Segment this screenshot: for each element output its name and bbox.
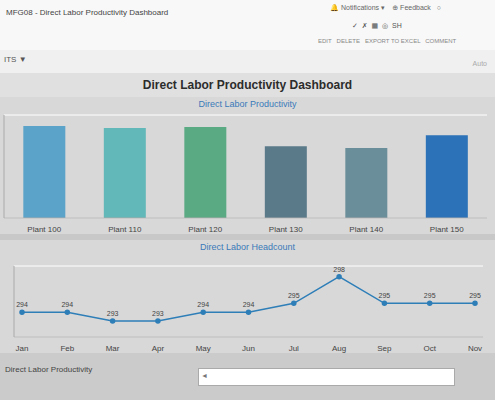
svg-text:295: 295	[379, 292, 391, 299]
svg-text:Jun: Jun	[242, 344, 255, 353]
svg-text:Jan: Jan	[16, 344, 29, 353]
html-text:Direct Labor Productivity: Direct Labor Productivity	[198, 99, 297, 109]
html-text:MFG08 - Direct Labor Productiv: MFG08 - Direct Labor Productivity Dashbo…	[6, 8, 169, 17]
svg-text:298: 298	[333, 266, 345, 273]
html-text:Direct Labor Productivity: Direct Labor Productivity	[5, 365, 93, 374]
svg-text:Nov: Nov	[468, 344, 482, 353]
svg-text:Plant 110: Plant 110	[108, 225, 142, 234]
svg-text:May: May	[196, 344, 211, 353]
svg-text:294: 294	[16, 301, 28, 308]
svg-text:294: 294	[197, 301, 209, 308]
svg-text:Plant 100: Plant 100	[27, 225, 61, 234]
svg-text:Apr: Apr	[152, 344, 165, 353]
svg-text:Sep: Sep	[377, 344, 392, 353]
svg-text:Aug: Aug	[332, 344, 346, 353]
svg-text:Jul: Jul	[289, 344, 299, 353]
svg-text:Feb: Feb	[60, 344, 74, 353]
svg-text:Oct: Oct	[423, 344, 436, 353]
html-text:✓ ✗ ▦ ◎ SH: ✓ ✗ ▦ ◎ SH	[352, 22, 402, 29]
html-text:EDIT DELETE EXPORT TO EXCEL CO: EDIT DELETE EXPORT TO EXCEL COMMENT	[318, 38, 457, 44]
svg-text:Mar: Mar	[106, 344, 120, 353]
svg-text:Plant 120: Plant 120	[188, 225, 222, 234]
svg-text:295: 295	[424, 292, 436, 299]
svg-text:293: 293	[107, 310, 119, 317]
html-text:Direct Labor Productivity Dash: Direct Labor Productivity Dashboard	[142, 78, 353, 92]
html-text:Direct Labor Headcount: Direct Labor Headcount	[200, 242, 295, 252]
svg-text:293: 293	[152, 310, 164, 317]
svg-text:Plant 130: Plant 130	[269, 225, 303, 234]
html-text:ITS ▼: ITS ▼	[4, 55, 27, 64]
svg-text:Plant 140: Plant 140	[349, 225, 383, 234]
svg-text:Plant 150: Plant 150	[430, 225, 464, 234]
svg-text:294: 294	[243, 301, 255, 308]
html-text:Auto: Auto	[472, 60, 487, 67]
svg-text:295: 295	[288, 292, 300, 299]
html-text:🔔 Notifications ▾ ⊕ Feedback ○: 🔔 Notifications ▾ ⊕ Feedback ○	[330, 4, 441, 11]
svg-text:294: 294	[61, 301, 73, 308]
svg-text:295: 295	[469, 292, 481, 299]
